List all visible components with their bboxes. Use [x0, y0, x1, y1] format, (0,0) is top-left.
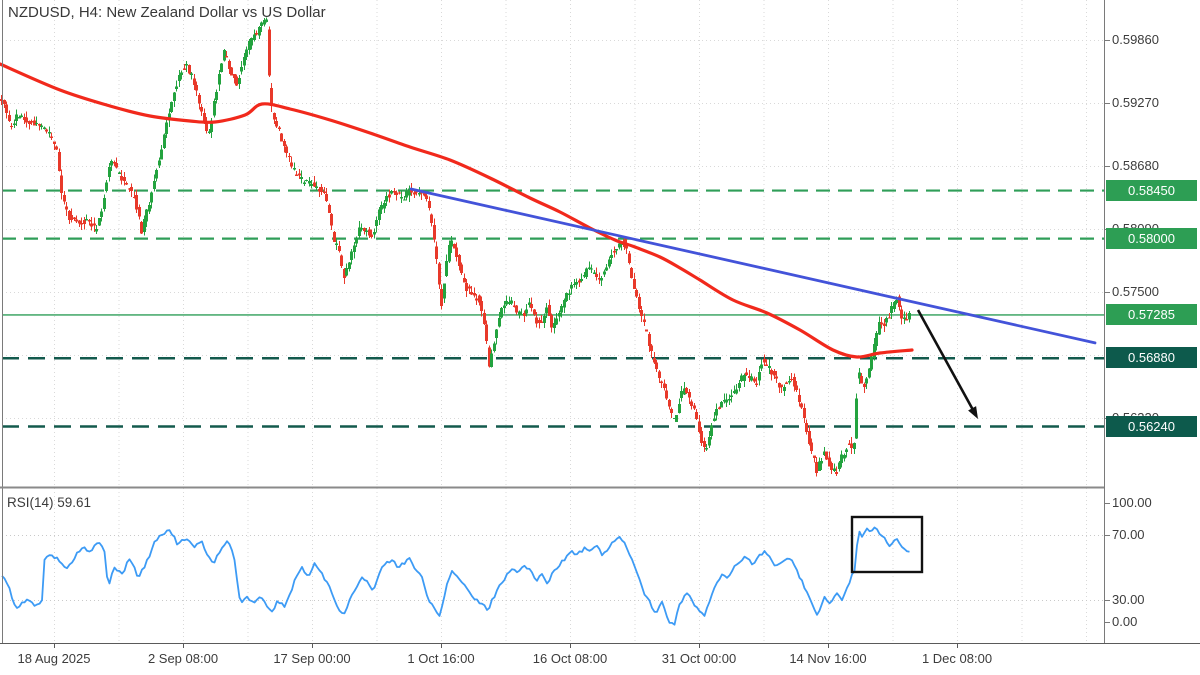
candlestick-series	[0, 17, 911, 477]
rsi-highlight-rectangle[interactable]	[850, 515, 924, 574]
price-tick-label: 0.59860	[1112, 32, 1159, 47]
axis-lines	[0, 0, 1200, 648]
rsi-tick-label: 0.00	[1112, 614, 1138, 629]
rsi-tick-label: 30.00	[1112, 592, 1145, 607]
time-tick-label: 18 Aug 2025	[17, 651, 91, 666]
price-level-badge: 0.56880	[1106, 347, 1197, 368]
price-tick-label: 0.59270	[1112, 95, 1159, 110]
descending-trendline[interactable]	[409, 187, 1097, 345]
time-tick-label: 2 Sep 08:00	[147, 651, 219, 666]
down-arrow-head[interactable]	[968, 406, 978, 419]
price-level-badge: 0.58000	[1106, 228, 1197, 249]
time-tick-label: 1 Dec 08:00	[921, 651, 993, 666]
price-tick-label: 0.57500	[1112, 284, 1159, 299]
rsi-indicator-label: RSI(14) 59.61	[7, 495, 92, 510]
price-level-badge: 0.57285	[1106, 304, 1197, 325]
time-tick-label: 14 Nov 16:00	[789, 651, 867, 666]
time-tick-label: 31 Oct 00:00	[661, 651, 737, 666]
rsi-tick-label: 70.00	[1112, 527, 1145, 542]
rsi-tick-label: 100.00	[1112, 495, 1152, 510]
time-tick-label: 16 Oct 08:00	[532, 651, 608, 666]
time-tick-label: 17 Sep 00:00	[273, 651, 351, 666]
down-arrow-annotation[interactable]	[916, 309, 977, 415]
chart-title: NZDUSD, H4: New Zealand Dollar vs US Dol…	[8, 4, 326, 21]
moving-average-line	[0, 62, 914, 359]
rsi-line	[1, 526, 910, 626]
time-tick-label: 1 Oct 16:00	[407, 651, 475, 666]
price-level-badge: 0.56240	[1106, 416, 1197, 437]
price-tick-label: 0.58680	[1112, 158, 1159, 173]
price-level-badge: 0.58450	[1106, 180, 1197, 201]
